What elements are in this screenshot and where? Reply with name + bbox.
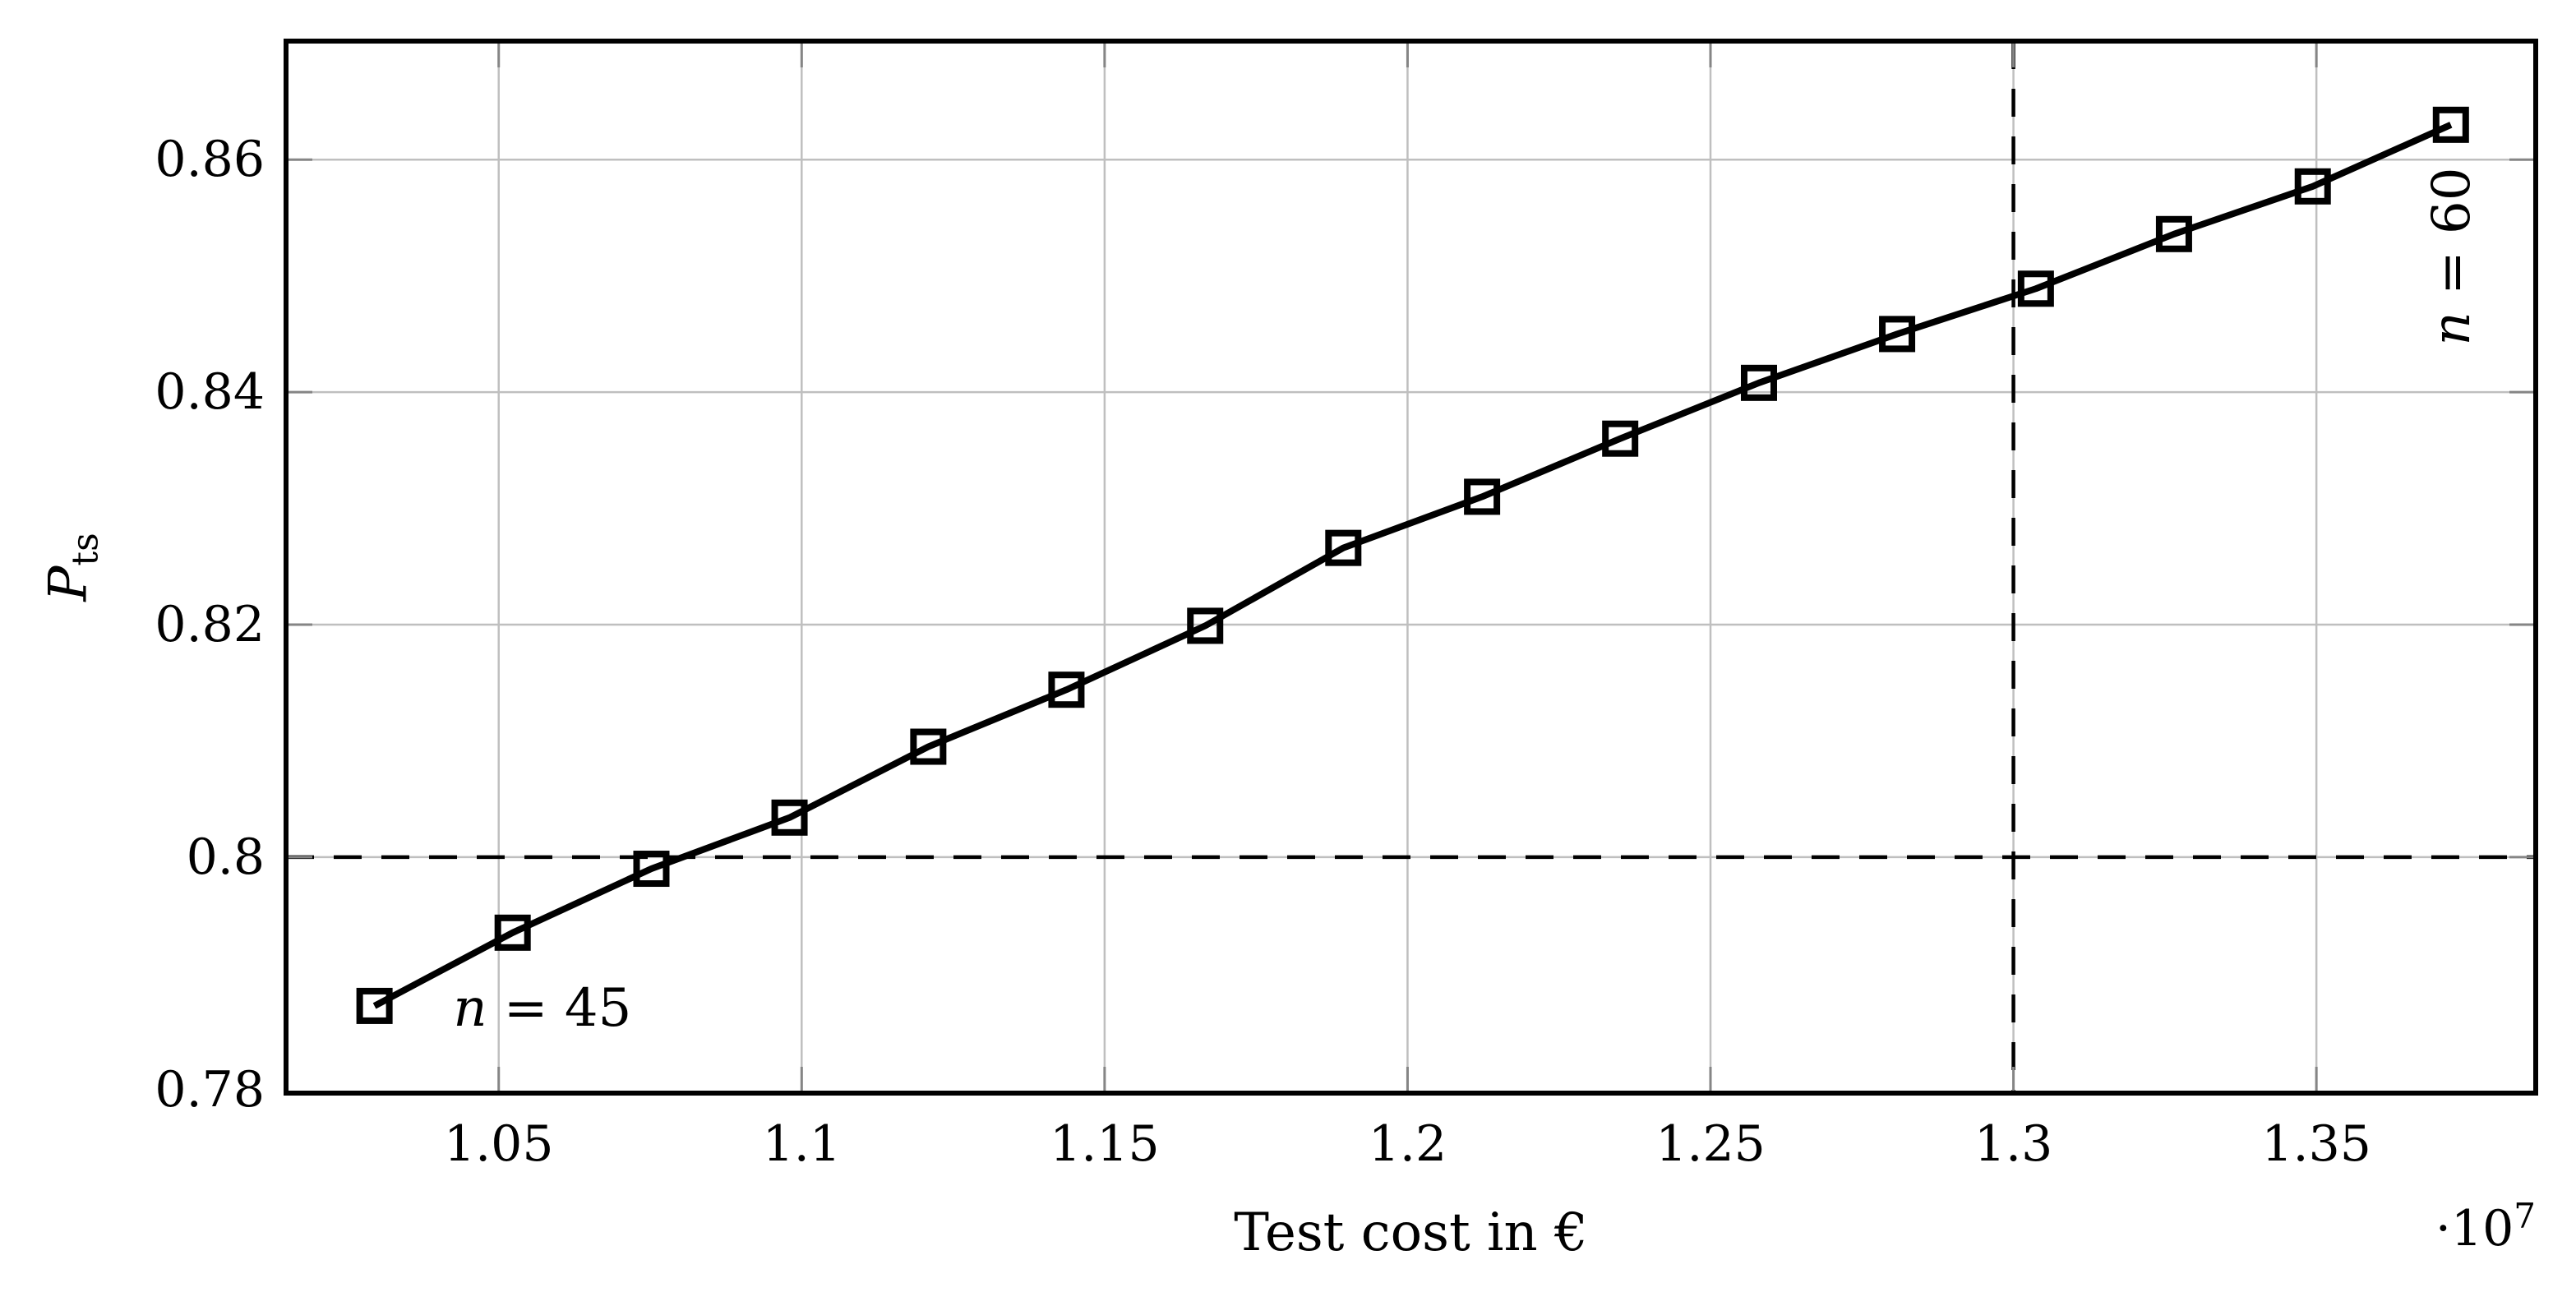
data-point-marker <box>1740 364 1777 401</box>
annotation-n-45: n = 45 <box>453 978 631 1039</box>
data-point-marker <box>494 914 531 951</box>
data-point-marker <box>1325 529 1362 566</box>
y-axis-label-sub: ts <box>64 533 107 566</box>
data-line <box>372 122 2453 1009</box>
data-point-marker <box>633 851 670 888</box>
scale-base: 10 <box>2450 1200 2514 1257</box>
y-tick-label: 0.82 <box>155 596 265 653</box>
scale-exponent: 7 <box>2514 1196 2536 1236</box>
x-tick-label: 1.05 <box>443 1115 554 1173</box>
data-point-marker <box>1602 420 1639 457</box>
annotation-n60-rest: = 60 <box>2421 167 2483 311</box>
data-point-marker <box>356 987 393 1024</box>
annotation-n45-rest: = 45 <box>487 977 632 1039</box>
y-tick-label: 0.78 <box>155 1060 265 1119</box>
data-point-marker <box>2155 215 2192 252</box>
x-tick-label: 1.2 <box>1368 1115 1447 1173</box>
data-point-marker <box>1879 316 1916 353</box>
data-point-marker <box>771 799 808 836</box>
annotation-n-60: n = 60 <box>2421 167 2482 345</box>
data-point-marker <box>2432 106 2469 143</box>
data-point-marker <box>910 728 947 765</box>
data-point-marker <box>1464 478 1501 515</box>
x-axis-label: Test cost in € <box>1234 1202 1588 1263</box>
x-axis-scale-factor: ·107 <box>2435 1196 2536 1257</box>
data-point-marker <box>1187 607 1224 644</box>
y-axis-label: Pts <box>39 533 107 601</box>
y-tick-label: 0.8 <box>186 828 265 886</box>
x-tick-label: 1.35 <box>2261 1115 2371 1173</box>
y-tick-label: 0.84 <box>155 363 265 422</box>
x-tick-label: 1.1 <box>762 1115 842 1173</box>
annotation-n60-var: n <box>2421 311 2483 346</box>
data-point-marker <box>2017 270 2054 307</box>
annotation-n45-var: n <box>453 977 487 1039</box>
x-tick-label: 1.15 <box>1050 1115 1160 1173</box>
y-tick-label: 0.86 <box>155 131 265 189</box>
data-point-marker <box>2294 168 2331 205</box>
scale-dot: · <box>2435 1200 2451 1257</box>
data-point-marker <box>1048 671 1085 708</box>
x-tick-label: 1.3 <box>1974 1115 2053 1173</box>
x-tick-label: 1.25 <box>1655 1115 1766 1173</box>
plot-frame <box>284 39 2538 1096</box>
